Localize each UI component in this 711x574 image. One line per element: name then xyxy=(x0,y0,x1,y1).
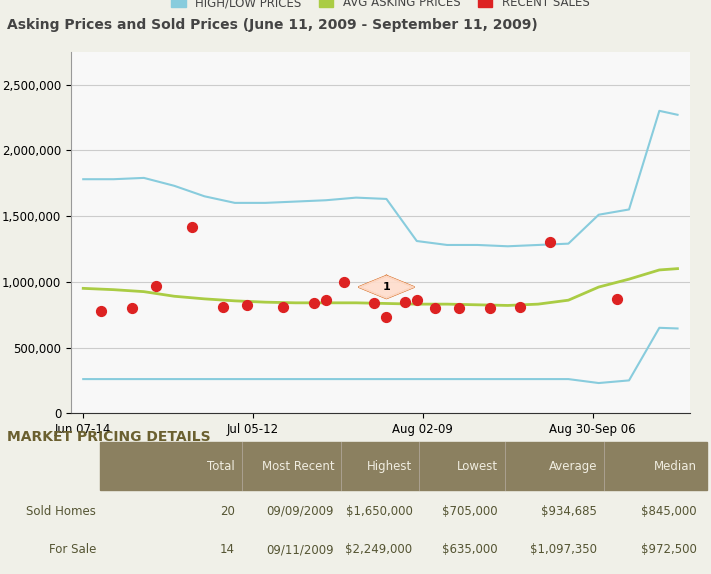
Point xyxy=(399,297,410,306)
Point xyxy=(126,304,137,313)
Polygon shape xyxy=(359,276,414,298)
Point xyxy=(611,294,623,304)
Text: Sold Homes: Sold Homes xyxy=(26,505,96,518)
Text: Most Recent: Most Recent xyxy=(262,460,334,473)
Text: Highest: Highest xyxy=(367,460,412,473)
Text: Average: Average xyxy=(549,460,597,473)
Text: $2,249,000: $2,249,000 xyxy=(346,544,412,556)
Point xyxy=(381,313,392,322)
Legend: HIGH/LOW PRICES, AVG ASKING PRICES, RECENT SALES: HIGH/LOW PRICES, AVG ASKING PRICES, RECE… xyxy=(171,0,589,9)
Point xyxy=(150,281,161,290)
Text: Total: Total xyxy=(207,460,235,473)
Point xyxy=(241,301,252,310)
Point xyxy=(187,222,198,231)
Point xyxy=(514,302,525,311)
Point xyxy=(545,238,556,247)
Point xyxy=(368,298,380,308)
X-axis label: Date: Date xyxy=(362,441,399,456)
Point xyxy=(411,296,422,305)
Point xyxy=(484,304,496,313)
Point xyxy=(217,302,228,311)
Point xyxy=(454,304,465,313)
Text: 1: 1 xyxy=(383,282,390,292)
Point xyxy=(96,307,107,316)
Text: 20: 20 xyxy=(220,505,235,518)
Text: 09/11/2009: 09/11/2009 xyxy=(267,544,334,556)
Point xyxy=(278,302,289,311)
Text: $635,000: $635,000 xyxy=(442,544,498,556)
Text: 14: 14 xyxy=(220,544,235,556)
Text: $934,685: $934,685 xyxy=(541,505,597,518)
Text: $845,000: $845,000 xyxy=(641,505,697,518)
Text: 09/09/2009: 09/09/2009 xyxy=(267,505,334,518)
Text: $1,650,000: $1,650,000 xyxy=(346,505,412,518)
Text: $972,500: $972,500 xyxy=(641,544,697,556)
Point xyxy=(429,304,441,313)
Point xyxy=(338,277,350,286)
Text: $1,097,350: $1,097,350 xyxy=(530,544,597,556)
Text: Asking Prices and Sold Prices (June 11, 2009 - September 11, 2009): Asking Prices and Sold Prices (June 11, … xyxy=(7,18,538,32)
Text: MARKET PRICING DETAILS: MARKET PRICING DETAILS xyxy=(7,430,210,444)
Point xyxy=(308,298,319,308)
Text: Median: Median xyxy=(654,460,697,473)
Bar xyxy=(100,442,707,490)
Text: Lowest: Lowest xyxy=(456,460,498,473)
Point xyxy=(320,296,331,305)
Text: $705,000: $705,000 xyxy=(442,505,498,518)
Text: For Sale: For Sale xyxy=(48,544,96,556)
